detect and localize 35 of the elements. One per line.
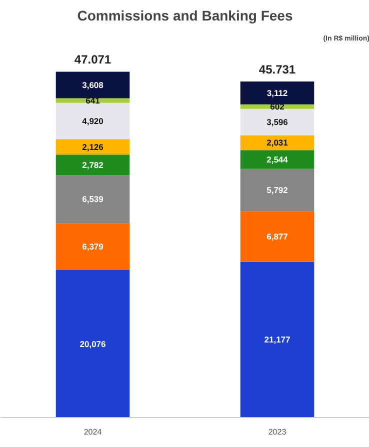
bar [56,223,130,270]
annotation: 47.071 [74,52,112,67]
data-label: 6,877 [266,232,288,242]
bar [56,154,130,176]
bar [240,108,314,136]
data-label: 641 [86,96,100,106]
chart-title: Commissions and Banking Fees [77,8,293,24]
x-tick-label: 2023 [268,428,287,436]
data-label: 2,126 [82,142,104,152]
data-label: 3,608 [82,80,104,90]
bar [240,82,314,104]
data-label: 3,112 [266,88,288,98]
data-label: 2,782 [82,160,104,170]
bar [56,175,130,224]
data-label: 5,792 [266,185,288,196]
x-tick-label: 2024 [84,428,102,436]
bar [240,211,314,262]
data-label: 6,379 [82,242,104,252]
annotation: 45.731 [258,62,296,77]
data-label: 2,544 [266,154,288,165]
bar [56,270,130,418]
data-label: 20,076 [80,338,106,349]
bar [56,72,130,98]
bar [240,150,314,169]
data-label: 2,031 [266,138,288,148]
bar [56,98,130,103]
bar [56,139,130,155]
bar [56,102,130,140]
bar [240,262,314,418]
bar [240,168,314,212]
data-label: 602 [270,102,285,112]
data-label: 3,596 [266,117,288,128]
data-label: 21,177 [264,334,291,345]
data-label: 4,920 [82,116,104,126]
data-label: 6,539 [82,194,104,204]
